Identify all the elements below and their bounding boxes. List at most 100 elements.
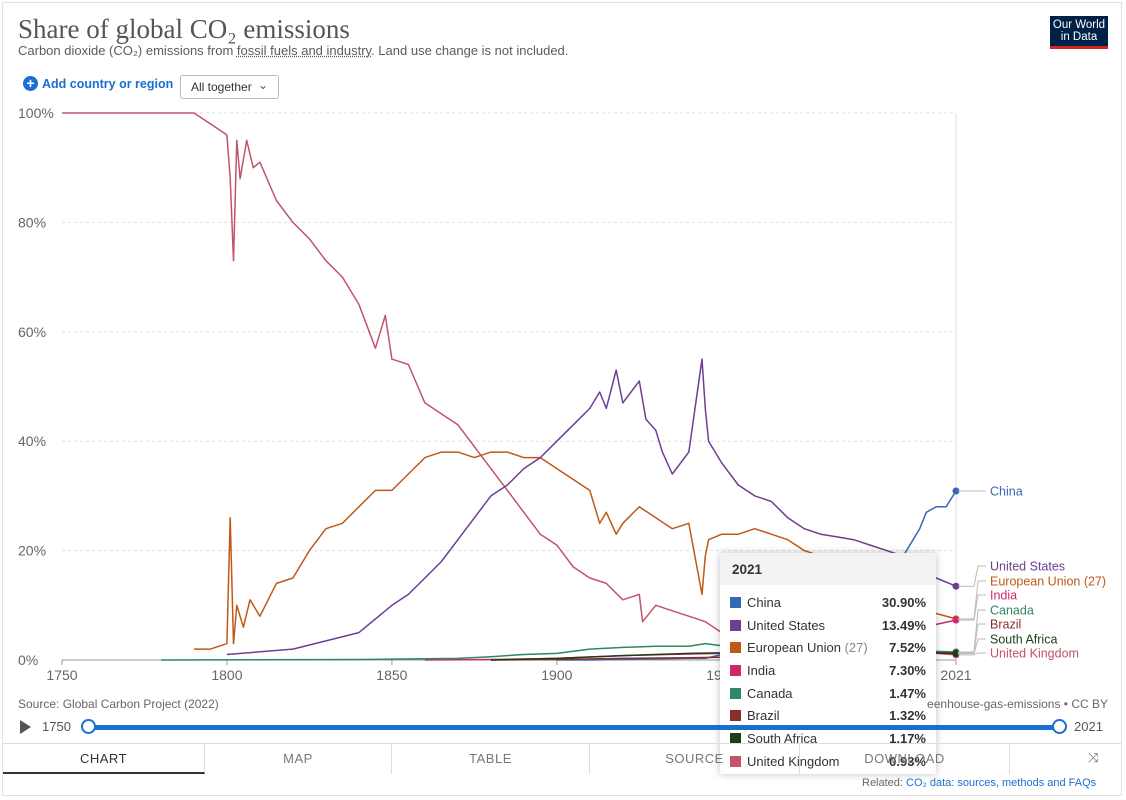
tooltip-table: China 30.90% United States 13.49% European U… — [730, 591, 926, 773]
play-icon[interactable] — [20, 720, 31, 734]
chevron-down-icon: ⌄ — [257, 78, 268, 92]
tooltip-series-name: European Union (27) — [730, 636, 878, 659]
end-label[interactable]: United Kingdom — [990, 647, 1079, 661]
related-link[interactable]: CO₂ data: sources, methods and FAQs — [906, 777, 1097, 789]
legend-swatch — [730, 642, 741, 654]
plus-circle-icon: + — [23, 76, 38, 91]
tooltip-year: 2021 — [720, 553, 936, 585]
leader-line — [958, 565, 986, 587]
tooltip-series-name: South Africa — [730, 727, 878, 750]
tooltip-value: 13.49% — [881, 617, 926, 633]
end-point — [952, 582, 960, 590]
leader-line — [958, 609, 986, 653]
leader-line — [958, 594, 986, 621]
end-label[interactable]: European Union (27) — [990, 575, 1106, 589]
logo-line1: Our World — [1052, 19, 1106, 31]
related-note: Related: CO₂ data: sources, methods and … — [862, 777, 1096, 789]
end-point — [952, 650, 960, 658]
x-tick-label: 1800 — [211, 667, 242, 683]
legend-swatch — [730, 687, 741, 699]
add-country-button[interactable]: + Add country or region — [23, 76, 173, 91]
add-country-label: Add country or region — [42, 76, 174, 91]
subtitle-pre: Carbon dioxide (CO₂) emissions from — [18, 43, 237, 58]
tooltip-series-name: United Kingdom — [730, 750, 878, 773]
legend-swatch — [730, 596, 741, 608]
series-line-european-union-27-[interactable] — [194, 451, 957, 650]
end-label[interactable]: India — [990, 589, 1017, 603]
legend-swatch — [730, 732, 741, 744]
series-name: India — [747, 662, 776, 678]
leader-line — [958, 580, 986, 620]
y-tick-label: 0% — [18, 652, 38, 668]
series-name-suffix: (27) — [840, 640, 868, 656]
timeline-start-handle[interactable] — [81, 719, 96, 734]
tooltip-value: 30.90% — [881, 594, 926, 610]
series-name: European Union — [747, 640, 841, 656]
tooltip: 2021 China 30.90% United States 13.49% Europ… — [720, 553, 936, 774]
series-name: China — [747, 594, 781, 610]
end-label[interactable]: United States — [990, 560, 1065, 574]
page-subtitle: Carbon dioxide (CO₂) emissions from foss… — [18, 43, 568, 58]
end-label[interactable]: China — [990, 485, 1023, 499]
x-tick-label: 1750 — [46, 667, 77, 683]
series-line-united-states[interactable] — [226, 358, 957, 656]
tooltip-value: 7.30% — [889, 662, 926, 678]
timeline[interactable]: 1750 2021 — [0, 715, 1126, 739]
legend-swatch — [730, 755, 741, 767]
tooltip-row: South Africa 1.17% — [730, 727, 926, 750]
subtitle-post: . Land use change is not included. — [371, 43, 569, 58]
timeline-end: 2021 — [1074, 719, 1103, 734]
tooltip-row: India 7.30% — [730, 659, 926, 682]
tooltip-row: European Union (27) 7.52% — [730, 636, 926, 659]
tab-download[interactable]: DOWNLOAD — [800, 744, 1010, 774]
legend-swatch — [730, 710, 741, 722]
tab-sources[interactable]: SOURCE — [590, 744, 800, 774]
facet-dropdown[interactable]: All together ⌄ — [180, 75, 279, 99]
timeline-end-handle[interactable] — [1052, 719, 1067, 734]
tooltip-series-name: United States — [730, 614, 878, 637]
leader-line — [958, 638, 986, 655]
end-label[interactable]: South Africa — [990, 633, 1057, 647]
logo-line2: in Data — [1060, 31, 1098, 43]
tooltip-series-name: India — [730, 659, 878, 682]
tab-bar: CHART MAP TABLE SOURCE DOWNLOAD — [3, 743, 1121, 774]
series-name: United States — [747, 617, 826, 633]
subtitle-link[interactable]: fossil fuels and industry — [236, 43, 372, 58]
y-tick-label: 60% — [18, 324, 46, 340]
x-tick-label: 1900 — [541, 667, 572, 683]
timeline-track[interactable] — [88, 725, 1059, 730]
tooltip-row: United Kingdom 0.93% — [730, 750, 926, 773]
facet-dropdown-value: All together — [191, 80, 252, 94]
end-point — [952, 487, 960, 495]
tooltip-series-name: Canada — [730, 682, 878, 705]
tooltip-row: United States 13.49% — [730, 614, 926, 637]
tooltip-row: China 30.90% — [730, 591, 926, 614]
share-icon[interactable]: ⤨ — [1088, 750, 1099, 765]
related-pre: Related: — [862, 777, 907, 789]
owid-logo[interactable]: Our World in Data — [1050, 16, 1108, 49]
series-name: South Africa — [747, 730, 818, 746]
tooltip-value: 7.52% — [889, 640, 926, 656]
tooltip-series-name: Brazil — [730, 704, 878, 727]
legend-swatch — [730, 664, 741, 676]
leader-line — [958, 652, 986, 656]
end-label[interactable]: Canada — [990, 604, 1034, 618]
source-note[interactable]: Source: Global Carbon Project (2022) — [18, 697, 219, 711]
tab-table[interactable]: TABLE — [392, 744, 590, 774]
y-tick-label: 80% — [18, 214, 46, 230]
license-note[interactable]: eenhouse-gas-emissions • CC BY — [927, 697, 1108, 711]
tab-map[interactable]: MAP — [205, 744, 392, 774]
tooltip-value: 0.93% — [889, 753, 926, 769]
series-name: Canada — [747, 685, 793, 701]
tooltip-row: Brazil 1.32% — [730, 704, 926, 727]
tooltip-row: Canada 1.47% — [730, 682, 926, 705]
x-tick-label: 2021 — [940, 667, 971, 683]
series-name: United Kingdom — [747, 753, 840, 769]
x-tick-label: 1850 — [376, 667, 407, 683]
tooltip-value: 1.32% — [889, 708, 926, 724]
end-label[interactable]: Brazil — [990, 618, 1021, 632]
tab-chart[interactable]: CHART — [3, 744, 205, 774]
tooltip-value: 1.17% — [889, 730, 926, 746]
